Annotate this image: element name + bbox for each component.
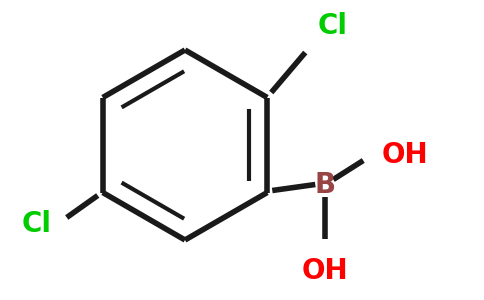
Text: B: B: [315, 170, 336, 199]
Text: Cl: Cl: [22, 211, 52, 239]
Text: OH: OH: [381, 140, 428, 169]
Text: Cl: Cl: [318, 13, 348, 40]
Text: OH: OH: [302, 256, 348, 284]
